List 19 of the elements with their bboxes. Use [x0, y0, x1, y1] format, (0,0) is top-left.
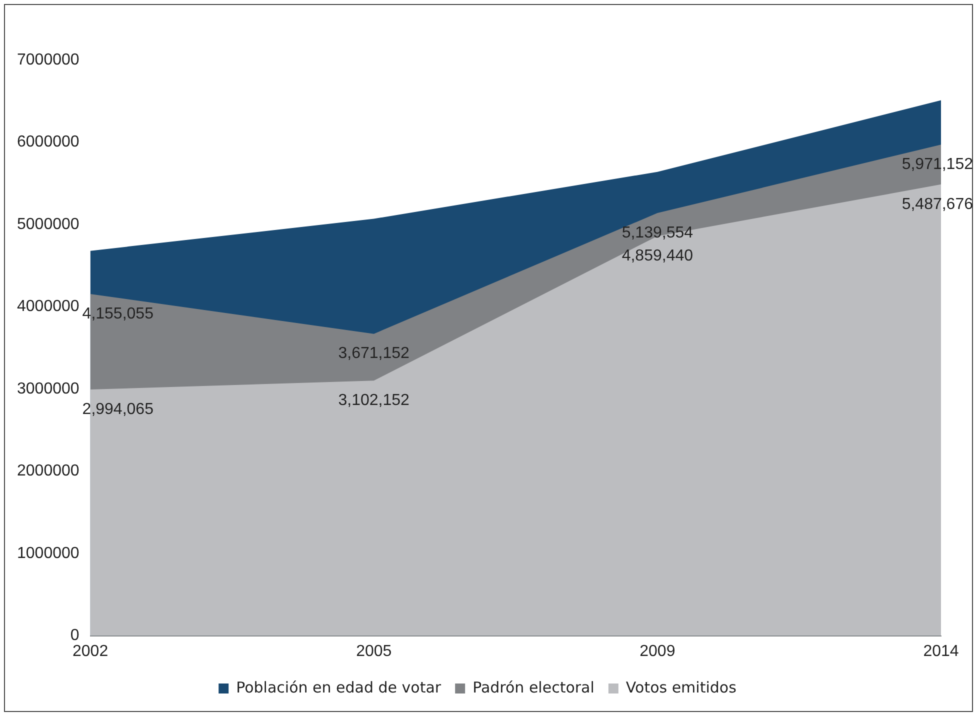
y-tick-label: 0	[70, 627, 80, 644]
y-tick-label: 4000000	[16, 298, 80, 316]
legend-label: Población en edad de votar	[236, 678, 442, 696]
x-tick-label: 2005	[356, 642, 392, 660]
y-tick-label: 7000000	[16, 51, 80, 68]
x-tick-label: 2014	[923, 642, 959, 660]
data-label: 3,102,152	[338, 392, 410, 410]
y-tick-label: 6000000	[16, 134, 80, 151]
y-tick-label: 1000000	[16, 544, 80, 562]
x-tick-label: 2002	[72, 642, 108, 660]
x-tick-label: 2009	[640, 642, 676, 660]
data-label: 3,671,152	[338, 345, 410, 362]
y-tick-label: 3000000	[16, 380, 80, 398]
data-label: 4,859,440	[622, 247, 694, 264]
data-label: 2,994,065	[82, 400, 154, 418]
y-tick-label: 5000000	[16, 216, 80, 233]
legend-label: Votos emitidos	[626, 678, 737, 696]
y-tick-label: 2000000	[16, 462, 80, 480]
legend-label: Padrón electoral	[472, 678, 594, 696]
